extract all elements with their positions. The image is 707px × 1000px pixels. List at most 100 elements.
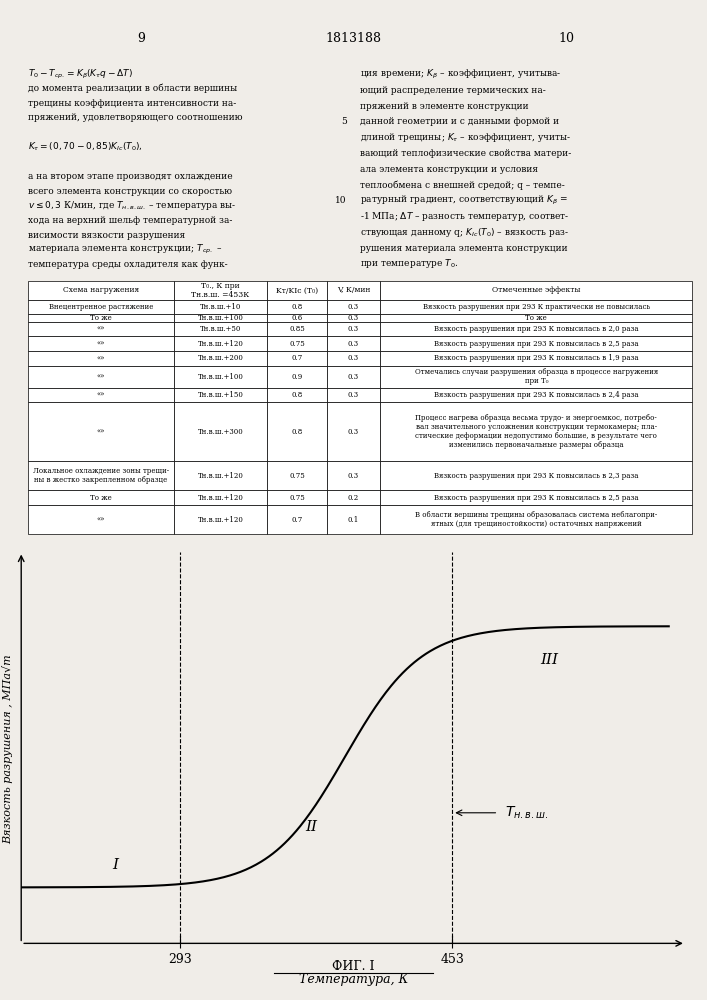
Text: 0.3: 0.3 (348, 314, 359, 322)
Text: «»: «» (97, 428, 105, 436)
Text: ала элемента конструкции и условия: ала элемента конструкции и условия (360, 165, 538, 174)
Text: Tн.в.ш.+120: Tн.в.ш.+120 (198, 472, 243, 480)
Text: рушения материала элемента конструкции: рушения материала элемента конструкции (360, 244, 568, 253)
Text: -1 МПа; $\Delta T$ – разность температур, соответ-: -1 МПа; $\Delta T$ – разность температур… (360, 210, 570, 223)
Text: пряжений, удовлетворяющего соотношению: пряжений, удовлетворяющего соотношению (28, 113, 243, 122)
Text: Вязкость разрушения при 293 К повысилась в 2,0 раза: Вязкость разрушения при 293 К повысилась… (434, 325, 638, 333)
Text: II: II (305, 820, 317, 834)
Text: 0.75: 0.75 (289, 494, 305, 502)
Text: 0.3: 0.3 (348, 303, 359, 311)
FancyBboxPatch shape (174, 388, 267, 402)
Text: 0.3: 0.3 (348, 325, 359, 333)
Text: Tн.в.ш.+300: Tн.в.ш.+300 (198, 428, 243, 436)
FancyBboxPatch shape (327, 461, 380, 490)
Text: 0.9: 0.9 (291, 373, 303, 381)
FancyBboxPatch shape (380, 388, 692, 402)
FancyBboxPatch shape (267, 322, 327, 336)
FancyBboxPatch shape (174, 300, 267, 314)
Text: материала элемента конструкции; $T_{ср.}$ –: материала элемента конструкции; $T_{ср.}… (28, 243, 222, 256)
Text: вающий теплофизические свойства матери-: вающий теплофизические свойства матери- (360, 149, 571, 158)
Text: Температура, К: Температура, К (299, 973, 408, 986)
Text: Локальное охлаждение зоны трещи-
ны в жестко закрепленном образце: Локальное охлаждение зоны трещи- ны в же… (33, 467, 169, 484)
Text: а на втором этапе производят охлаждение: а на втором этапе производят охлаждение (28, 172, 233, 181)
Text: Tн.в.ш.+200: Tн.в.ш.+200 (198, 354, 243, 362)
FancyBboxPatch shape (327, 300, 380, 314)
Text: «»: «» (97, 373, 105, 381)
FancyBboxPatch shape (28, 402, 174, 461)
Text: до момента реализации в области вершины: до момента реализации в области вершины (28, 84, 237, 93)
FancyBboxPatch shape (267, 314, 327, 322)
FancyBboxPatch shape (380, 281, 692, 300)
Text: 0.8: 0.8 (291, 303, 303, 311)
Text: 5: 5 (341, 117, 347, 126)
Text: «»: «» (97, 340, 105, 348)
FancyBboxPatch shape (327, 314, 380, 322)
Text: $v \leq 0,3$ К/мин, где $T_{н.в.ш.}$ – температура вы-: $v \leq 0,3$ К/мин, где $T_{н.в.ш.}$ – т… (28, 199, 236, 212)
FancyBboxPatch shape (28, 336, 174, 351)
Text: T₀., К при
Tн.в.ш. =453К: T₀., К при Tн.в.ш. =453К (192, 282, 250, 299)
Text: Вязкость разрушения , МПа√m: Вязкость разрушения , МПа√m (1, 655, 13, 844)
FancyBboxPatch shape (174, 402, 267, 461)
FancyBboxPatch shape (174, 461, 267, 490)
Text: Tн.в.ш.+120: Tн.в.ш.+120 (198, 494, 243, 502)
Text: Вязкость разрушения при 293 К повысилась в 2,4 раза: Вязкость разрушения при 293 К повысилась… (434, 391, 638, 399)
Text: I: I (112, 858, 118, 872)
Text: ратурный градиент, соответствующий $K_\beta$ =: ратурный градиент, соответствующий $K_\b… (360, 194, 568, 207)
Text: 0.3: 0.3 (348, 373, 359, 381)
Text: Отмечались случаи разрушения образца в процессе нагружения
при T₀: Отмечались случаи разрушения образца в п… (414, 368, 658, 385)
FancyBboxPatch shape (174, 281, 267, 300)
Text: ФИГ. I: ФИГ. I (332, 960, 375, 973)
FancyBboxPatch shape (267, 336, 327, 351)
FancyBboxPatch shape (327, 388, 380, 402)
FancyBboxPatch shape (327, 322, 380, 336)
FancyBboxPatch shape (267, 281, 327, 300)
Text: трещины коэффициента интенсивности на-: трещины коэффициента интенсивности на- (28, 99, 236, 108)
Text: 0.85: 0.85 (289, 325, 305, 333)
FancyBboxPatch shape (174, 322, 267, 336)
Text: «»: «» (97, 516, 105, 524)
Text: Tн.в.ш.+10: Tн.в.ш.+10 (200, 303, 241, 311)
Text: Вязкость разрушения при 293 К повысилась в 2,5 раза: Вязкость разрушения при 293 К повысилась… (434, 494, 638, 502)
Text: V, К/мин: V, К/мин (337, 286, 370, 294)
Text: 0.3: 0.3 (348, 428, 359, 436)
Text: длиной трещины; $K_\tau$ – коэффициент, учиты-: длиной трещины; $K_\tau$ – коэффициент, … (360, 131, 571, 144)
Text: Tн.в.ш.+100: Tн.в.ш.+100 (198, 373, 243, 381)
Text: 0.8: 0.8 (291, 391, 303, 399)
FancyBboxPatch shape (267, 351, 327, 366)
FancyBboxPatch shape (380, 402, 692, 461)
FancyBboxPatch shape (380, 366, 692, 388)
FancyBboxPatch shape (28, 314, 174, 322)
FancyBboxPatch shape (174, 366, 267, 388)
Text: В области вершины трещины образовалась система неблагопри-
ятных (для трещиносто: В области вершины трещины образовалась с… (415, 511, 658, 528)
Text: 0.2: 0.2 (348, 494, 359, 502)
Text: теплообмена с внешней средой; q – темпе-: теплообмена с внешней средой; q – темпе- (360, 180, 565, 190)
Text: 0.3: 0.3 (348, 340, 359, 348)
Text: Kт/KІс (T₀): Kт/KІс (T₀) (276, 286, 318, 294)
Text: 0.3: 0.3 (348, 472, 359, 480)
Text: пряжений в элементе конструкции: пряжений в элементе конструкции (360, 102, 529, 111)
Text: Процесс нагрева образца весьма трудо- и энергоемкос, потребо-
вал значительного : Процесс нагрева образца весьма трудо- и … (415, 414, 658, 449)
Text: Вязкость разрушения при 293 К практически не повысилась: Вязкость разрушения при 293 К практическ… (423, 303, 650, 311)
FancyBboxPatch shape (380, 351, 692, 366)
FancyBboxPatch shape (28, 505, 174, 534)
FancyBboxPatch shape (28, 388, 174, 402)
Text: температура среды охладителя как функ-: температура среды охладителя как функ- (28, 260, 228, 269)
Text: 0.1: 0.1 (348, 516, 359, 524)
FancyBboxPatch shape (28, 322, 174, 336)
FancyBboxPatch shape (380, 461, 692, 490)
FancyBboxPatch shape (380, 505, 692, 534)
FancyBboxPatch shape (267, 366, 327, 388)
FancyBboxPatch shape (380, 322, 692, 336)
Text: 0.6: 0.6 (291, 314, 303, 322)
FancyBboxPatch shape (28, 461, 174, 490)
Text: 0.7: 0.7 (291, 516, 303, 524)
Text: Tн.в.ш.+50: Tн.в.ш.+50 (200, 325, 241, 333)
FancyBboxPatch shape (28, 366, 174, 388)
FancyBboxPatch shape (174, 336, 267, 351)
FancyBboxPatch shape (267, 505, 327, 534)
Text: То же: То же (525, 314, 547, 322)
Text: «»: «» (97, 391, 105, 399)
Text: Вязкость разрушения при 293 К повысилась в 2,5 раза: Вязкость разрушения при 293 К повысилась… (434, 340, 638, 348)
FancyBboxPatch shape (327, 351, 380, 366)
FancyBboxPatch shape (380, 336, 692, 351)
